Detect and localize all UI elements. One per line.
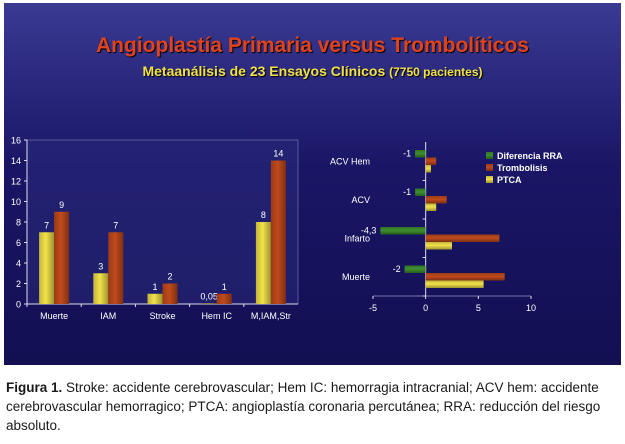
x-tick-label: Stroke (149, 311, 175, 321)
legend-label: Trombolisis (497, 163, 548, 173)
data-label: 0,05 (200, 291, 218, 301)
bar (425, 165, 431, 173)
x-tick-label: 10 (526, 303, 536, 313)
bar (425, 273, 505, 281)
chart-title: Angioplastía Primaria versus Trombolític… (96, 34, 529, 57)
data-label: -1 (403, 149, 411, 159)
y-tick-label: 10 (11, 197, 21, 207)
caption-label: Figura 1. (6, 380, 63, 395)
chart-subtitle: Metaanálisis de 23 Ensayos Clínicos (775… (0, 63, 625, 79)
data-label: -1 (403, 187, 411, 197)
category-label: ACV (351, 195, 370, 205)
y-tick-label: 12 (11, 177, 21, 187)
x-tick-label: M,IAM,Str (251, 311, 291, 321)
x-tick-label: Muerte (40, 311, 68, 321)
y-tick-label: 0 (16, 300, 21, 310)
bar (39, 232, 55, 304)
data-label: 1 (222, 282, 227, 292)
x-tick-label: Hem IC (201, 311, 232, 321)
y-tick-label: 14 (11, 156, 21, 166)
y-tick-label: 2 (16, 279, 21, 289)
bar (404, 265, 426, 273)
bar (425, 203, 437, 211)
bar (415, 150, 426, 158)
legend-swatch (486, 176, 493, 183)
x-tick-label: 5 (476, 303, 481, 313)
subtitle-main: Metaanálisis de 23 Ensayos Clínicos (142, 63, 386, 79)
data-label: -4,3 (361, 226, 377, 236)
bar (216, 293, 232, 304)
data-label: 9 (59, 200, 64, 210)
bar (108, 232, 124, 304)
bar (147, 293, 163, 304)
category-label: ACV Hem (330, 156, 370, 166)
figure-caption: Figura 1. Stroke: accidente cerebrovascu… (6, 378, 620, 435)
y-tick-label: 4 (16, 259, 21, 269)
x-tick-label: IAM (100, 311, 116, 321)
bar (162, 283, 178, 304)
bar (255, 222, 271, 304)
bar (380, 227, 426, 235)
data-label: 2 (167, 272, 172, 282)
bar (425, 157, 437, 165)
y-tick-label: 8 (16, 218, 21, 228)
data-label: 3 (98, 261, 103, 271)
x-tick-label: 0 (423, 303, 428, 313)
data-label: 8 (261, 210, 266, 220)
data-label: 7 (44, 220, 49, 230)
bar (425, 234, 500, 242)
y-tick-label: 6 (16, 238, 21, 248)
bar (54, 211, 70, 304)
data-label: -2 (393, 264, 401, 274)
bar (201, 303, 217, 305)
legend-label: PTCA (497, 175, 522, 185)
subtitle-paren: (7750 pacientes) (389, 65, 483, 79)
x-tick-label: -5 (369, 303, 377, 313)
bar (425, 196, 447, 204)
legend-swatch (486, 152, 493, 159)
y-tick-label: 16 (11, 136, 21, 146)
category-label: Infarto (344, 233, 370, 243)
bar (270, 160, 286, 304)
legend-swatch (486, 164, 493, 171)
bar (425, 280, 484, 288)
data-label: 1 (152, 282, 157, 292)
category-label: Muerte (342, 272, 370, 282)
bar (415, 188, 426, 196)
legend-label: Diferencia RRA (497, 151, 563, 161)
data-label: 14 (273, 149, 283, 159)
caption-text: Stroke: accidente cerebrovascular; Hem I… (6, 380, 601, 433)
data-label: 7 (113, 220, 118, 230)
bar (93, 273, 109, 304)
bar (425, 242, 452, 250)
